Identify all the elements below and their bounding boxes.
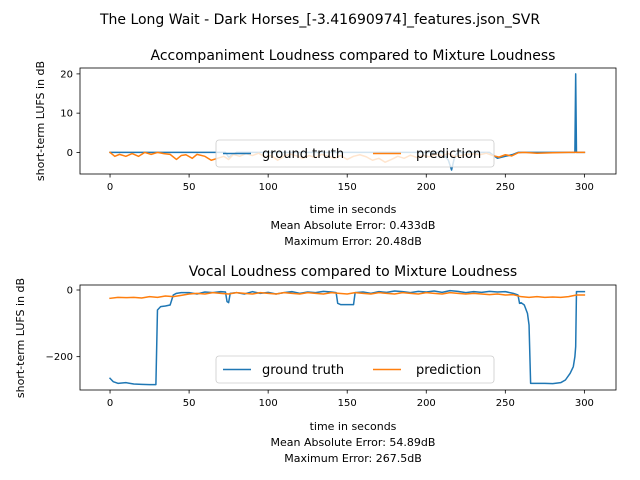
vocal-y-tick-label: 0 <box>67 286 73 297</box>
accompaniment-max-error: Maximum Error: 20.48dB <box>284 235 422 248</box>
vocal-y-tick-label: −200 <box>46 352 73 363</box>
vocal-chart: Vocal Loudness compared to Mixture Loudn… <box>14 264 617 465</box>
vocal-plot-area <box>108 289 586 386</box>
vocal-legend-ground-truth-label: ground truth <box>262 363 344 378</box>
vocal-legend-box <box>215 355 495 384</box>
accompaniment-mean-abs-error: Mean Absolute Error: 0.433dB <box>271 219 436 232</box>
accompaniment-x-axis-label: time in seconds <box>310 203 397 216</box>
vocal-y-axis: −200 0 <box>46 286 80 363</box>
accompaniment-x-tick-label: 0 <box>107 182 113 193</box>
accompaniment-y-axis: 0 10 20 <box>60 69 80 159</box>
accompaniment-x-tick-label: 50 <box>183 182 196 193</box>
accompaniment-legend: ground truth prediction <box>215 139 495 168</box>
accompaniment-chart: Accompaniment Loudness compared to Mixtu… <box>34 48 617 248</box>
figure-title: The Long Wait - Dark Horses_[-3.41690974… <box>99 12 540 28</box>
accompaniment-y-tick-label: 10 <box>60 109 73 120</box>
vocal-mean-abs-error: Mean Absolute Error: 54.89dB <box>271 436 436 449</box>
vocal-y-axis-label: short-term LUFS in dB <box>14 278 27 398</box>
accompaniment-x-tick-label: 100 <box>259 182 278 193</box>
vocal-chart-title: Vocal Loudness compared to Mixture Loudn… <box>189 264 517 280</box>
accompaniment-y-axis-label: short-term LUFS in dB <box>34 61 47 181</box>
vocal-series-prediction-line <box>109 291 586 300</box>
accompaniment-legend-prediction-label: prediction <box>416 147 481 162</box>
vocal-x-tick-label: 150 <box>338 398 357 409</box>
accompaniment-chart-title: Accompaniment Loudness compared to Mixtu… <box>151 48 556 64</box>
accompaniment-legend-ground-truth-label: ground truth <box>262 147 344 162</box>
accompaniment-x-tick-label: 250 <box>496 182 515 193</box>
vocal-series-ground-truth-line <box>108 289 586 386</box>
accompaniment-legend-box <box>215 139 495 168</box>
vocal-max-error: Maximum Error: 267.5dB <box>284 452 422 465</box>
accompaniment-x-tick-label: 300 <box>575 182 594 193</box>
vocal-legend: ground truth prediction <box>215 355 495 384</box>
vocal-legend-prediction-label: prediction <box>416 363 481 378</box>
accompaniment-x-axis: 0 50 100 150 200 250 300 <box>107 174 594 193</box>
vocal-x-axis-label: time in seconds <box>310 420 397 433</box>
vocal-x-axis: 0 50 100 150 200 250 300 <box>107 390 594 409</box>
accompaniment-y-tick-label: 0 <box>67 148 73 159</box>
accompaniment-x-tick-label: 150 <box>338 182 357 193</box>
vocal-x-tick-label: 200 <box>417 398 436 409</box>
accompaniment-axes-frame <box>79 67 617 175</box>
accompaniment-x-tick-label: 200 <box>417 182 436 193</box>
vocal-x-tick-label: 50 <box>183 398 196 409</box>
vocal-x-tick-label: 100 <box>259 398 278 409</box>
vocal-x-tick-label: 0 <box>107 398 113 409</box>
vocal-x-tick-label: 250 <box>496 398 515 409</box>
vocal-axes-frame <box>79 284 617 391</box>
accompaniment-y-tick-label: 20 <box>60 69 73 80</box>
vocal-x-tick-label: 300 <box>575 398 594 409</box>
